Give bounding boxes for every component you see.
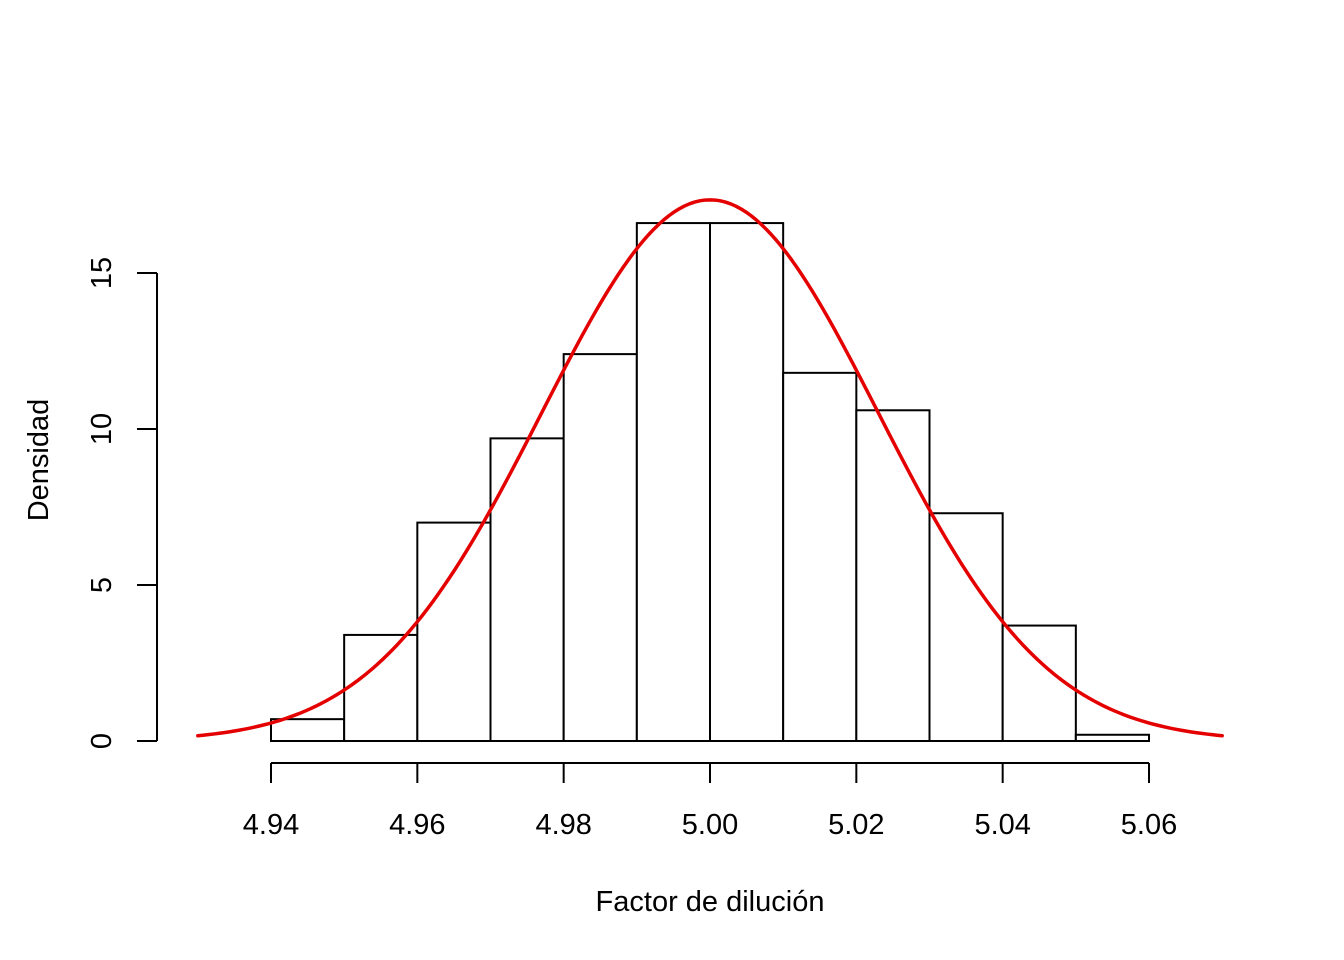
y-axis-title: Densidad bbox=[23, 399, 55, 522]
x-axis-title: Factor de dilución bbox=[596, 886, 825, 918]
histogram-bar-2 bbox=[343, 633, 419, 742]
y-tick-label: 10 bbox=[86, 413, 118, 445]
histogram-bar-8 bbox=[782, 371, 858, 742]
density-curve bbox=[196, 198, 1224, 738]
histogram-bar-10 bbox=[928, 512, 1004, 742]
histogram-bar-1 bbox=[270, 718, 346, 742]
histogram-bar-12 bbox=[1074, 733, 1151, 743]
x-tick-label: 5.06 bbox=[1121, 809, 1177, 841]
histogram-bar-4 bbox=[489, 437, 565, 742]
y-tick-label: 15 bbox=[86, 257, 118, 289]
x-axis: 4.94 4.96 4.98 5.00 5.02 5.04 5.06 bbox=[243, 762, 1177, 841]
x-tick-label: 4.94 bbox=[243, 809, 299, 841]
y-tick-label: 5 bbox=[86, 577, 118, 593]
x-tick-label: 4.98 bbox=[535, 809, 591, 841]
histogram-bar-5 bbox=[562, 353, 638, 742]
histogram-bar-6 bbox=[635, 222, 711, 742]
histogram-bar-9 bbox=[855, 409, 931, 742]
histogram-bar-7 bbox=[709, 222, 785, 742]
x-tick-label: 5.00 bbox=[682, 809, 738, 841]
y-axis: 0 5 10 15 bbox=[86, 257, 158, 749]
y-tick-label: 0 bbox=[86, 733, 118, 749]
x-tick-label: 5.02 bbox=[828, 809, 884, 841]
histogram-bar-3 bbox=[416, 521, 492, 742]
x-tick-label: 5.04 bbox=[974, 809, 1030, 841]
x-tick-label: 4.96 bbox=[389, 809, 445, 841]
histogram-bars bbox=[270, 222, 1151, 743]
